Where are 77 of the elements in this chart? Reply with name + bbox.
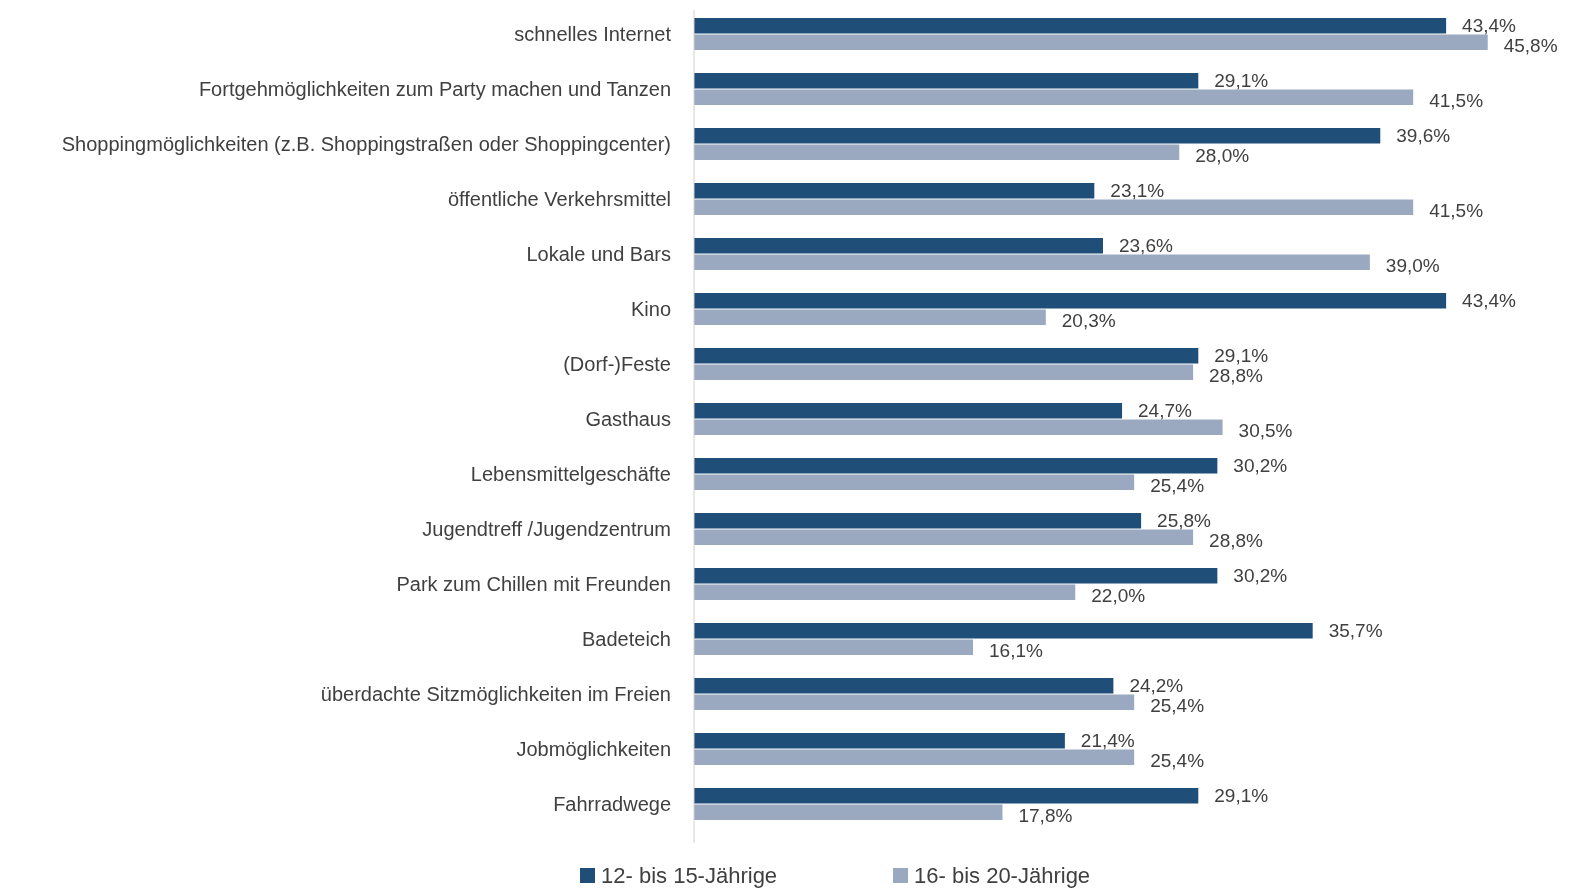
bar xyxy=(694,89,1414,105)
y-tick-label: schnelles Internet xyxy=(514,23,672,45)
data-label: 45,8% xyxy=(1503,35,1558,57)
bar xyxy=(694,733,1065,749)
y-tick-label: Park zum Chillen mit Freunden xyxy=(396,573,671,595)
bar xyxy=(694,348,1199,364)
bar xyxy=(694,183,1095,199)
data-label: 35,7% xyxy=(1328,619,1383,641)
bar xyxy=(694,639,974,655)
bar xyxy=(694,694,1135,710)
legend-label: 16- bis 20-Jährige xyxy=(914,863,1091,888)
bar xyxy=(694,364,1194,380)
data-label: 20,3% xyxy=(1061,310,1116,332)
bar xyxy=(694,34,1488,50)
bar xyxy=(694,309,1046,325)
y-tick-label: Jobmöglichkeiten xyxy=(516,738,671,760)
data-label: 17,8% xyxy=(1018,805,1073,827)
data-label: 29,1% xyxy=(1214,344,1269,366)
bar xyxy=(694,804,1003,820)
data-label: 16,1% xyxy=(989,640,1043,662)
bar xyxy=(694,749,1135,765)
bar xyxy=(694,128,1381,144)
data-label: 30,5% xyxy=(1238,420,1293,442)
y-tick-label: Badeteich xyxy=(582,628,671,650)
y-tick-label: Lokale und Bars xyxy=(526,243,671,265)
data-label: 22,0% xyxy=(1091,585,1146,607)
bar xyxy=(694,238,1103,254)
bar xyxy=(694,18,1447,34)
data-label: 41,5% xyxy=(1429,90,1484,112)
data-label: 25,4% xyxy=(1150,750,1205,772)
data-label: 25,4% xyxy=(1150,475,1205,497)
y-tick-label: öffentliche Verkehrsmittel xyxy=(447,188,671,210)
data-label: 25,8% xyxy=(1157,509,1212,531)
y-tick-label: Kino xyxy=(630,298,671,320)
y-tick-label: Gasthaus xyxy=(585,408,671,430)
bar xyxy=(694,568,1218,584)
data-label: 29,1% xyxy=(1214,69,1269,91)
y-tick-label: Fortgehmöglichkeiten zum Party machen und Tanzen xyxy=(198,78,671,100)
legend-label: 12- bis 15-Jährige xyxy=(601,863,778,888)
y-tick-label: überdachte Sitzmöglichkeiten im Freien xyxy=(320,683,671,705)
data-label: 25,4% xyxy=(1150,695,1205,717)
bar xyxy=(694,513,1142,529)
data-label: 24,2% xyxy=(1129,674,1184,696)
bar xyxy=(694,584,1076,600)
bar xyxy=(694,419,1223,435)
bar xyxy=(694,623,1313,639)
bar xyxy=(694,474,1135,490)
bar xyxy=(694,144,1180,160)
data-label: 23,6% xyxy=(1118,234,1173,256)
y-tick-label: Fahrradwege xyxy=(553,793,671,815)
data-label: 21,4% xyxy=(1080,729,1135,751)
y-tick-label: Lebensmittelgeschäfte xyxy=(470,463,671,485)
y-tick-label: Shoppingmöglichkeiten (z.B. Shoppingstraßen oder Shoppingcenter) xyxy=(61,133,671,155)
bar xyxy=(694,73,1199,89)
bar xyxy=(694,529,1194,545)
data-label: 28,8% xyxy=(1209,365,1264,387)
bar xyxy=(694,788,1199,804)
data-label: 43,4% xyxy=(1462,14,1517,36)
data-label: 43,4% xyxy=(1462,289,1517,311)
bar xyxy=(694,678,1114,694)
data-label: 30,2% xyxy=(1233,454,1288,476)
bar xyxy=(694,199,1414,215)
y-tick-label: Jugendtreff /Jugendzentrum xyxy=(422,518,671,540)
data-label: 39,0% xyxy=(1385,255,1440,277)
data-label: 24,7% xyxy=(1138,399,1193,421)
y-tick-label: (Dorf-)Feste xyxy=(563,353,671,375)
data-label: 28,0% xyxy=(1195,145,1250,167)
data-label: 30,2% xyxy=(1233,564,1288,586)
bar xyxy=(694,403,1123,419)
bar xyxy=(694,458,1218,474)
bar xyxy=(694,254,1370,270)
bar xyxy=(694,293,1447,309)
data-label: 29,1% xyxy=(1214,784,1269,806)
data-label: 39,6% xyxy=(1396,124,1451,146)
data-label: 23,1% xyxy=(1110,179,1165,201)
data-label: 28,8% xyxy=(1209,530,1264,552)
data-label: 41,5% xyxy=(1429,200,1484,222)
